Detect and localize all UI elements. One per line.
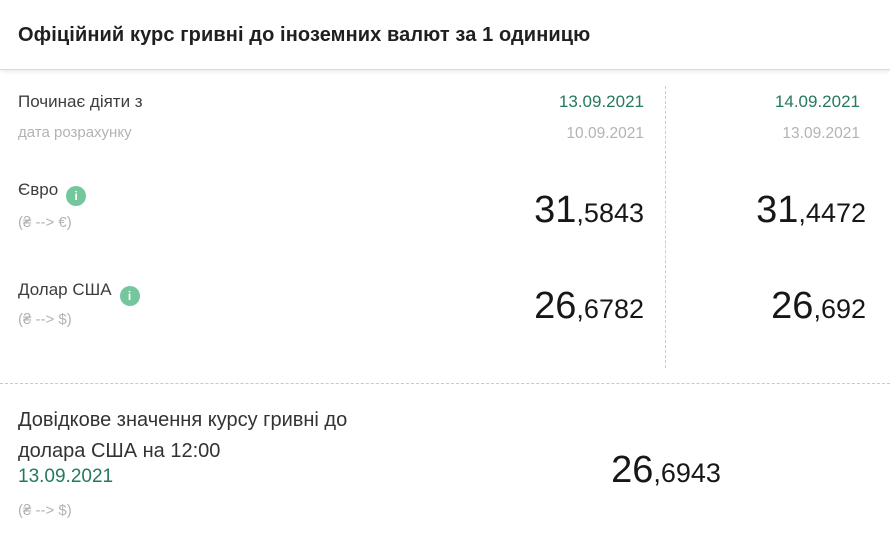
rate-dollar-col1: 26,6782 — [534, 287, 644, 325]
reference-title: Довідкове значення курсу гривні до долар… — [18, 405, 458, 467]
calc-date-label: дата розрахунку — [18, 124, 132, 141]
rate-int: 31 — [534, 189, 577, 231]
currency-name-dollar: Долар США — [18, 280, 112, 299]
currency-row-euro: Євро i — [18, 180, 87, 206]
rate-int: 31 — [756, 189, 799, 231]
page-title: Офіційний курс гривні до іноземних валют… — [18, 24, 591, 46]
calc-date-col1: 10.09.2021 — [566, 125, 644, 142]
rate-dollar-col2: 26,692 — [771, 287, 866, 325]
currency-pair-dollar: (₴ --> $) — [18, 311, 72, 328]
effective-date-col2[interactable]: 14.09.2021 — [774, 92, 860, 111]
rate-euro-col1: 31,5843 — [534, 191, 644, 229]
rate-dec: ,692 — [813, 294, 866, 324]
column-divider — [665, 86, 666, 368]
rate-dec: ,6782 — [576, 294, 644, 324]
reference-date[interactable]: 13.09.2021 — [18, 466, 114, 487]
info-icon[interactable]: i — [66, 186, 87, 206]
rate-int: 26 — [771, 285, 814, 327]
currency-row-dollar: Долар США i — [18, 280, 140, 306]
reference-title-line1: Довідкове значення курсу гривні до — [18, 409, 348, 431]
currency-name-euro: Євро — [18, 180, 59, 199]
rate-euro-col2: 31,4472 — [756, 191, 866, 229]
rate-dec: ,5843 — [576, 198, 644, 228]
currency-pair-euro: (₴ --> €) — [18, 214, 72, 231]
reference-pair: (₴ --> $) — [18, 502, 72, 519]
section-divider — [0, 383, 890, 384]
header: Офіційний курс гривні до іноземних валют… — [0, 0, 890, 70]
reference-title-line2: долара США на 12:00 — [18, 440, 221, 462]
effective-date-col1[interactable]: 13.09.2021 — [558, 92, 644, 111]
effective-date-label: Починає діяти з — [18, 92, 143, 111]
calc-date-col2: 13.09.2021 — [782, 125, 860, 142]
rate-int: 26 — [611, 449, 654, 491]
reference-value: 26,6943 — [611, 451, 721, 489]
rate-int: 26 — [534, 285, 577, 327]
rate-dec: ,6943 — [653, 458, 721, 488]
rate-dec: ,4472 — [798, 198, 866, 228]
info-icon[interactable]: i — [119, 286, 140, 306]
